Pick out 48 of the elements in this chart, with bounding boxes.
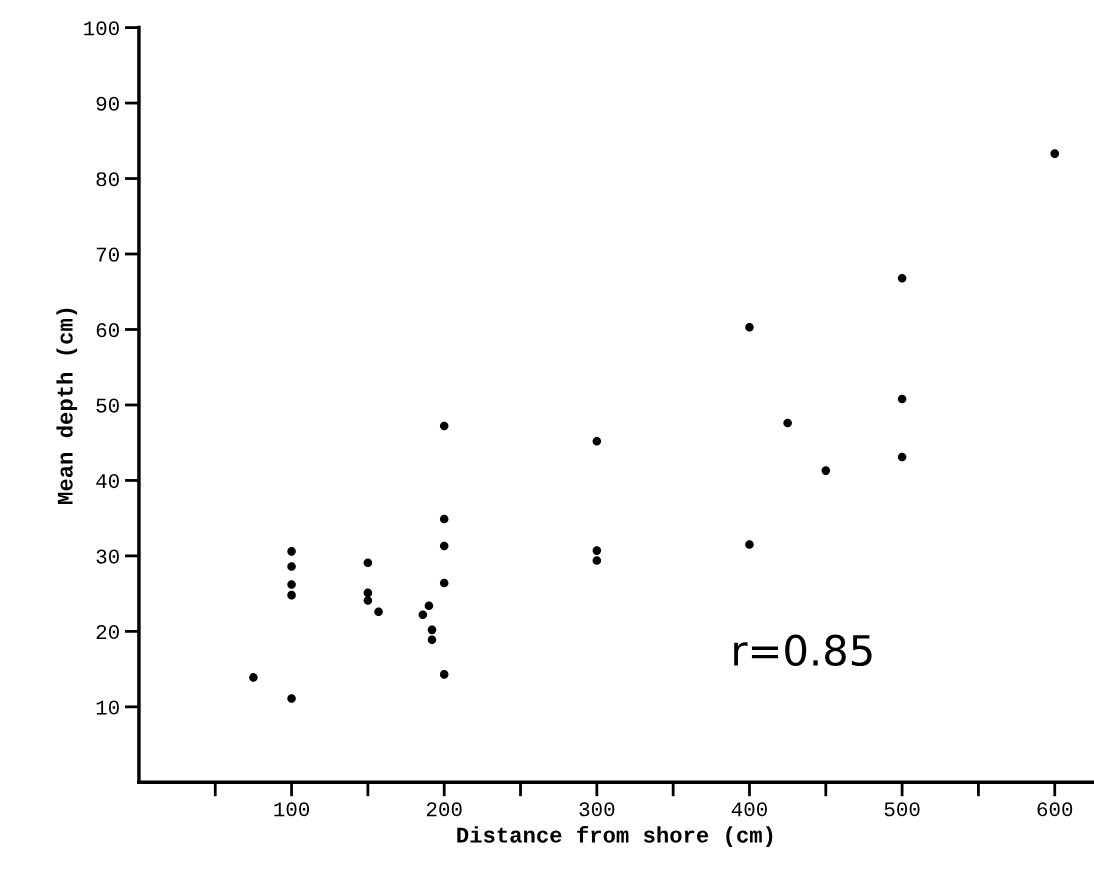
point: [287, 694, 296, 703]
y-tick-label: 10: [96, 700, 119, 715]
y-tick-label: 40: [96, 474, 119, 489]
x-tick-label: 600: [1037, 802, 1073, 817]
y-tick-label: 70: [96, 247, 119, 262]
x-tick-label: 500: [884, 802, 920, 817]
point: [363, 596, 373, 605]
y-tick-label: 90: [96, 96, 119, 111]
point: [424, 601, 434, 610]
point: [287, 547, 296, 556]
x-tick-label: 100: [274, 802, 310, 817]
y-tick-label: 80: [96, 172, 119, 187]
point: [439, 670, 449, 679]
point: [897, 452, 907, 462]
y-tick-label: 30: [96, 549, 119, 564]
point: [592, 556, 602, 565]
x-tick-label: 200: [426, 802, 462, 817]
point: [745, 540, 754, 549]
y-tick-label: 50: [96, 398, 119, 413]
point: [897, 273, 907, 283]
point: [287, 590, 296, 600]
point: [592, 546, 602, 555]
point: [821, 466, 831, 475]
point: [287, 580, 296, 589]
point: [439, 514, 449, 524]
x-axis-title: Distance from shore (cm): [457, 826, 773, 848]
point: [745, 322, 754, 332]
point: [427, 625, 437, 635]
point: [439, 541, 449, 551]
point: [374, 607, 383, 617]
y-tick-label: 100: [84, 21, 119, 36]
point: [439, 578, 449, 588]
point: [592, 436, 602, 446]
point: [418, 610, 428, 620]
point: [439, 421, 449, 431]
y-axis-title: Mean depth (cm): [56, 308, 78, 504]
y-tick-label: 20: [96, 624, 119, 640]
point: [287, 562, 296, 571]
x-tick-label: 400: [731, 802, 767, 817]
point: [783, 418, 792, 428]
point: [363, 558, 373, 567]
point: [1050, 149, 1060, 158]
x-tick-label: 300: [579, 802, 615, 817]
point: [427, 635, 437, 644]
y-tick-label: 60: [96, 323, 119, 338]
annotation: r=0.85: [734, 634, 872, 667]
point: [249, 673, 258, 682]
point: [897, 394, 907, 404]
